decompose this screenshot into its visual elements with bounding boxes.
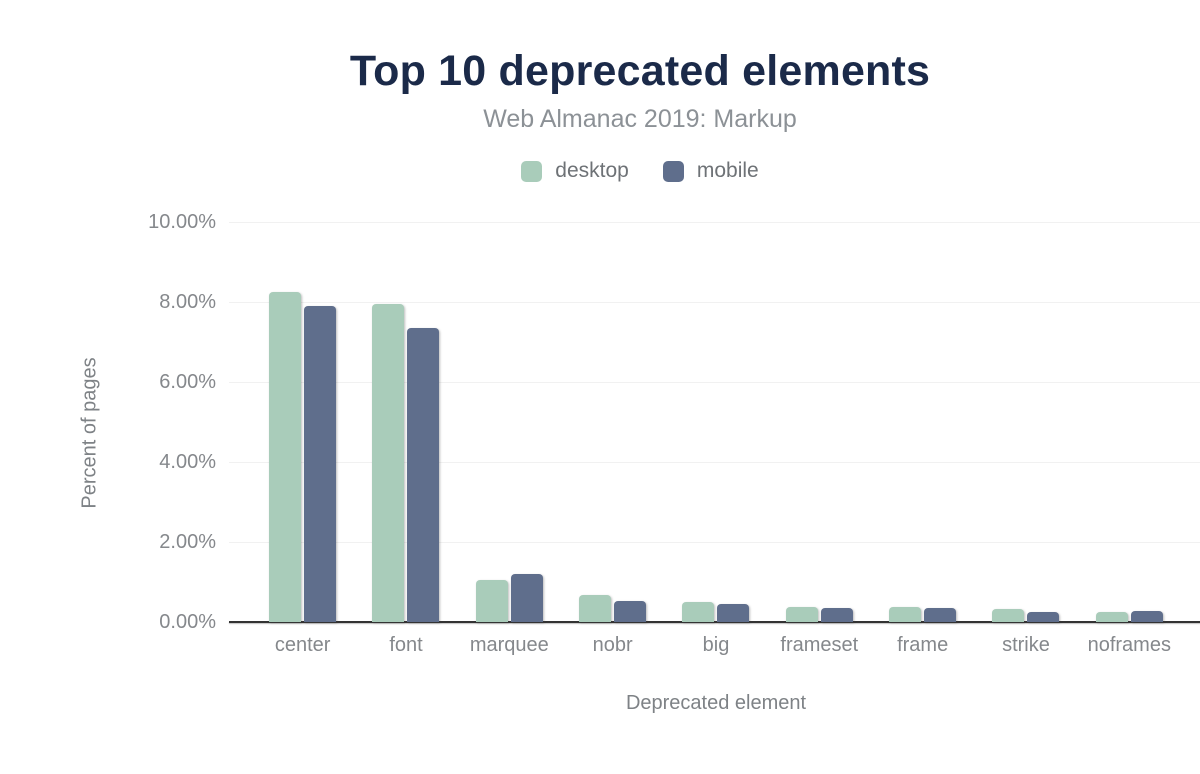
legend-swatch-mobile-icon — [662, 160, 684, 182]
legend-label-mobile: mobile — [696, 159, 759, 182]
bar-desktop-font — [372, 304, 405, 622]
chart-subtitle: Web Almanac 2019: Markup — [483, 105, 797, 133]
y-tick-label: 0.00% — [159, 611, 216, 633]
bars-row — [229, 222, 1200, 622]
bar-group-font — [354, 222, 457, 622]
x-tick-label-center: center — [274, 634, 331, 656]
legend-item-desktop: desktop — [521, 159, 629, 183]
y-axis-tick-labels: 10.00% 8.00% 6.00% 4.00% 2.00% 0.00% — [40, 211, 216, 633]
gridline — [229, 542, 1200, 543]
bar-mobile-center — [304, 306, 337, 622]
y-tick-label: 2.00% — [159, 531, 216, 553]
bar-mobile-strike — [1027, 611, 1060, 622]
gridline — [229, 462, 1200, 463]
gridline — [229, 222, 1200, 223]
bar-mobile-nobr — [614, 600, 647, 622]
x-axis-tick-labels: center font marquee nobr big frameset frame str… — [229, 633, 1200, 657]
x-tick-label-strike: strike — [1002, 634, 1050, 656]
legend-swatch-desktop-icon — [521, 160, 543, 182]
bar-group-frame — [871, 222, 974, 622]
bar-desktop-nobr — [579, 594, 612, 622]
x-axis-line — [229, 621, 1200, 623]
bar-group-center — [251, 222, 354, 622]
gridline — [229, 382, 1200, 383]
bar-desktop-center — [269, 292, 302, 622]
x-axis-title: Deprecated element — [625, 692, 807, 714]
legend-label-desktop: desktop — [555, 159, 629, 182]
bar-mobile-frameset — [820, 608, 853, 622]
x-tick-label-noframes: noframes — [1087, 634, 1171, 656]
deprecated-elements-chart: Top 10 deprecated elements Web Almanac 2… — [40, 16, 1200, 758]
x-tick-label-frameset: frameset — [780, 634, 859, 656]
bar-desktop-marquee — [475, 580, 508, 622]
x-tick-label-font: font — [389, 634, 423, 656]
y-tick-label: 8.00% — [159, 291, 216, 313]
bar-group-big — [664, 222, 767, 622]
bar-desktop-frame — [889, 606, 922, 622]
x-tick-label-frame: frame — [897, 634, 949, 656]
bar-mobile-font — [407, 328, 440, 622]
y-tick-label: 10.00% — [148, 211, 216, 233]
bar-desktop-noframes — [1095, 612, 1128, 622]
bar-group-marquee — [458, 222, 561, 622]
bar-group-frameset — [768, 222, 871, 622]
bar-group-nobr — [561, 222, 664, 622]
bar-mobile-frame — [924, 608, 957, 622]
x-tick-label-nobr: nobr — [592, 634, 633, 656]
y-tick-label: 6.00% — [159, 371, 216, 393]
x-tick-label-marquee: marquee — [469, 634, 549, 656]
bar-desktop-big — [682, 602, 715, 622]
bar-group-noframes — [1078, 222, 1181, 622]
chart-title: Top 10 deprecated elements — [349, 47, 931, 95]
bar-mobile-noframes — [1130, 611, 1163, 622]
y-tick-label: 4.00% — [159, 451, 216, 473]
bar-mobile-marquee — [510, 574, 543, 622]
plot-area — [229, 222, 1200, 623]
x-tick-label-big: big — [702, 634, 730, 656]
bar-group-strike — [974, 222, 1077, 622]
bar-mobile-big — [717, 604, 750, 622]
chart-legend: desktop mobile — [40, 159, 1200, 183]
bar-desktop-strike — [992, 609, 1025, 622]
legend-item-mobile: mobile — [662, 159, 759, 183]
gridline — [229, 302, 1200, 303]
bar-desktop-frameset — [785, 606, 818, 622]
